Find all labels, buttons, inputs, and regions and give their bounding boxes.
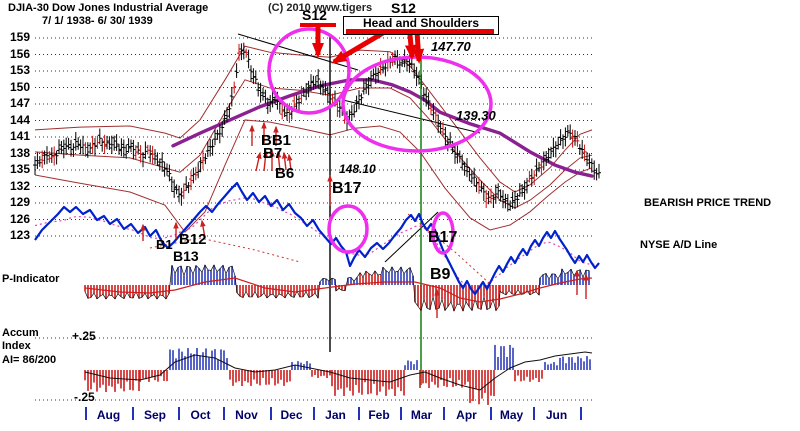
- p-indicator-label: P-Indicator: [2, 273, 60, 285]
- y-axis-label-144: 144: [9, 112, 30, 127]
- signal-b13: B13: [173, 248, 199, 264]
- month-label-feb: Feb: [368, 408, 390, 422]
- signal-b17-left: B17: [332, 180, 362, 197]
- price-147-70: 147.70: [431, 39, 471, 54]
- date-range-label: 7/ 1/ 1938- 6/ 30/ 1939: [42, 15, 153, 27]
- y-axis-label-141: 141: [9, 129, 30, 143]
- month-label-dec: Dec: [280, 408, 303, 422]
- y-axis-label-138: 138: [9, 145, 30, 160]
- bearish-price-trend-label: BEARISH PRICE TREND: [644, 197, 772, 209]
- accum-plus-quarter-label: +.25: [72, 329, 96, 343]
- price-148-10: 148.10: [339, 162, 376, 176]
- month-label-mar: Mar: [410, 408, 433, 422]
- month-label-jan: Jan: [325, 408, 346, 422]
- y-axis-label-135: 135: [9, 162, 30, 176]
- y-axis-label-147: 147: [9, 96, 30, 110]
- month-label-sep: Sep: [143, 408, 166, 422]
- month-label-nov: Nov: [235, 408, 258, 422]
- y-axis-label-123: 123: [9, 228, 30, 242]
- accum-label-line1: Accum: [2, 327, 39, 339]
- signal-s12-right: S12: [391, 0, 416, 16]
- y-axis-label-153: 153: [9, 63, 30, 77]
- y-axis-label-129: 129: [9, 195, 30, 209]
- y-axis-label-150: 150: [9, 79, 30, 94]
- signal-b6: B6: [275, 165, 295, 182]
- head-and-shoulders-text: Head and Shoulders: [362, 16, 480, 30]
- month-label-may: May: [499, 408, 524, 422]
- head-and-shoulders-callout: Head and Shoulders: [343, 16, 499, 35]
- signal-b7: B7: [263, 145, 283, 162]
- y-axis-label-132: 132: [9, 178, 30, 193]
- copyright-notice: (C) 2010 www.tigers: [268, 2, 373, 14]
- price-139-30: 139.30: [456, 108, 496, 123]
- y-axis-label-156: 156: [9, 46, 30, 61]
- signal-b9: B9: [430, 266, 451, 283]
- month-label-jun: Jun: [545, 408, 568, 422]
- signal-bb1: BB1: [261, 132, 292, 149]
- page-title: DJIA-30 Dow Jones Industrial Average: [8, 2, 209, 14]
- y-axis-label-159: 159: [9, 30, 30, 44]
- y-axis-label-126: 126: [9, 211, 30, 226]
- signal-s12-left: S12: [302, 7, 327, 23]
- accum-ai-value: AI= 86/200: [2, 354, 57, 366]
- signal-b17-right: B17: [428, 229, 458, 246]
- nyse-ad-line-label: NYSE A/D Line: [640, 239, 718, 251]
- month-label-oct: Oct: [190, 408, 211, 422]
- signal-b1: B1: [156, 237, 173, 252]
- month-label-apr: Apr: [456, 408, 477, 422]
- signal-b12: B12: [179, 231, 207, 248]
- accum-label-line2: Index: [2, 340, 31, 352]
- accum-minus-quarter-label: -.25: [74, 390, 95, 404]
- head-and-shoulders-underline: [346, 29, 494, 34]
- month-label-aug: Aug: [96, 408, 121, 422]
